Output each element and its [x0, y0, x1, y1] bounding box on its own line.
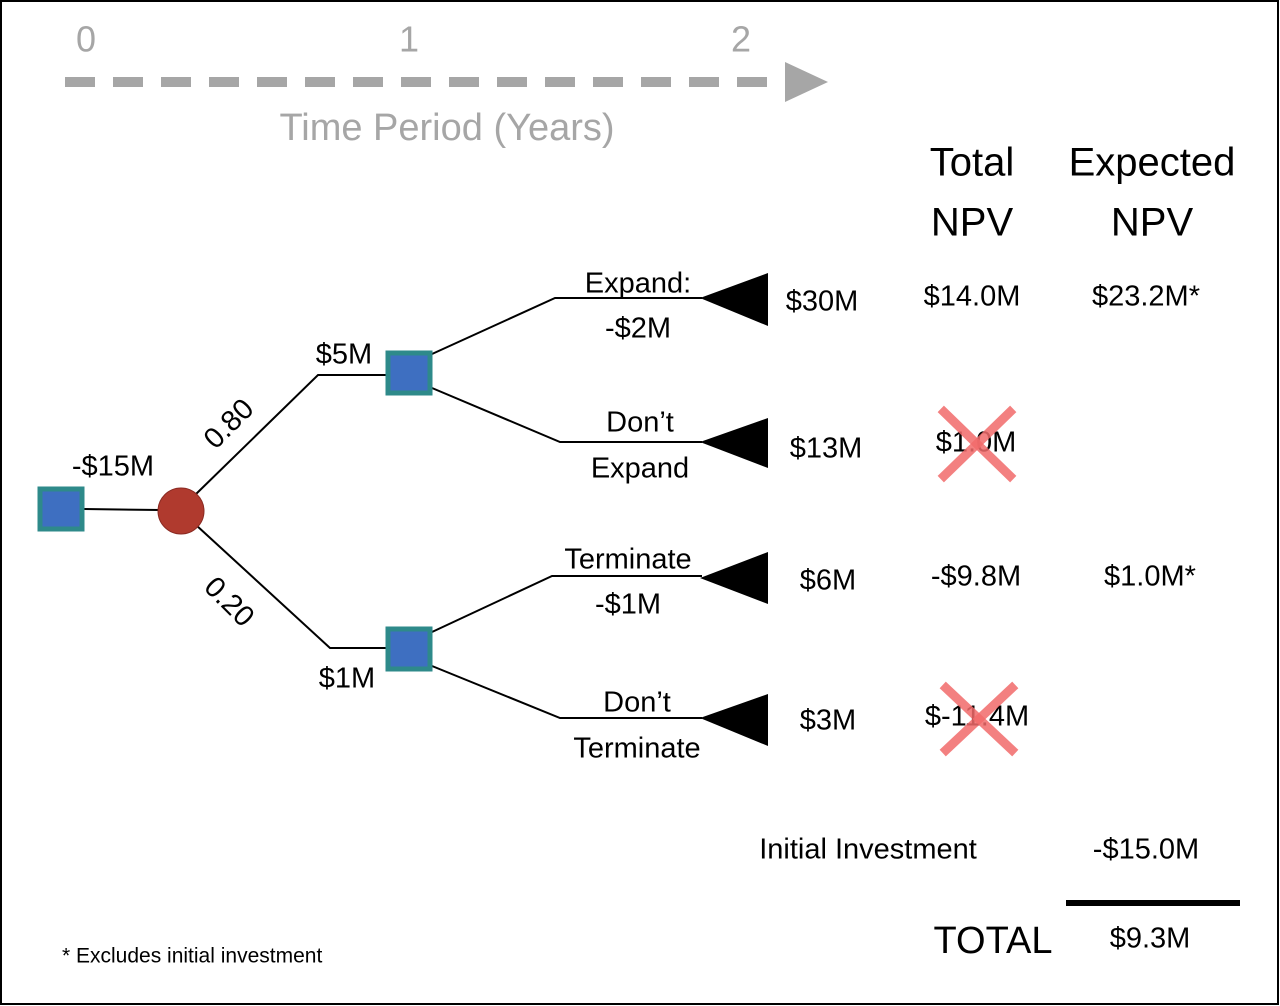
timeline-label: Time Period (Years) — [279, 107, 614, 149]
column-header: NPV — [1111, 201, 1194, 245]
edge — [431, 387, 702, 443]
branch-value: $1M — [319, 663, 375, 695]
cross-out — [937, 405, 1017, 483]
summary-value: $9.3M — [1110, 923, 1191, 955]
time-tick: 0 — [76, 19, 96, 60]
decision-node — [37, 486, 85, 532]
probability: 0.80 — [198, 393, 261, 456]
footnote: * Excludes initial investment — [62, 945, 322, 968]
end-node — [700, 273, 768, 326]
edge — [195, 524, 388, 649]
decision-label: -$1M — [595, 589, 661, 621]
column-header: Expected — [1069, 141, 1236, 185]
edge — [431, 665, 702, 719]
decision-label: Expand — [591, 453, 689, 485]
decision-label: Terminate — [564, 544, 691, 576]
expected-npv: $1.0M* — [1104, 561, 1196, 593]
summary-value: -$15.0M — [1093, 834, 1199, 866]
column-header: Total — [930, 141, 1015, 185]
cross-out — [939, 681, 1019, 757]
payoff: $13M — [790, 433, 863, 465]
decision-node — [385, 350, 433, 396]
cross-stroke — [939, 681, 1019, 757]
edge — [83, 508, 161, 511]
decision-label: Expand: — [585, 268, 691, 300]
decision-label: Terminate — [573, 733, 700, 765]
branch-value: $5M — [316, 339, 372, 371]
decision-node — [385, 626, 433, 672]
decision-label: -$2M — [605, 313, 671, 345]
payoff: $3M — [800, 705, 856, 737]
cross-stroke — [937, 405, 1017, 483]
summary-label: Initial Investment — [759, 834, 977, 866]
chance-node — [157, 487, 205, 535]
total-npv: $14.0M — [924, 281, 1021, 313]
time-tick: 1 — [399, 19, 419, 60]
edge — [194, 374, 388, 496]
end-node — [700, 694, 768, 746]
payoff: $6M — [800, 565, 856, 597]
column-header: NPV — [931, 201, 1014, 245]
probability: 0.20 — [198, 571, 261, 634]
decision-label: Don’t — [606, 407, 674, 439]
decision-label: Don’t — [603, 687, 671, 719]
expected-npv: $23.2M* — [1092, 281, 1200, 313]
time-tick: 2 — [731, 19, 751, 60]
root-label: -$15M — [72, 451, 154, 483]
edge — [431, 297, 702, 355]
end-node — [700, 552, 768, 604]
payoff: $30M — [786, 286, 859, 318]
edge — [431, 575, 702, 633]
end-node — [700, 418, 768, 468]
summary-label: TOTAL — [934, 920, 1053, 962]
total-npv: -$9.8M — [931, 561, 1021, 593]
timeline-arrow — [785, 62, 828, 102]
